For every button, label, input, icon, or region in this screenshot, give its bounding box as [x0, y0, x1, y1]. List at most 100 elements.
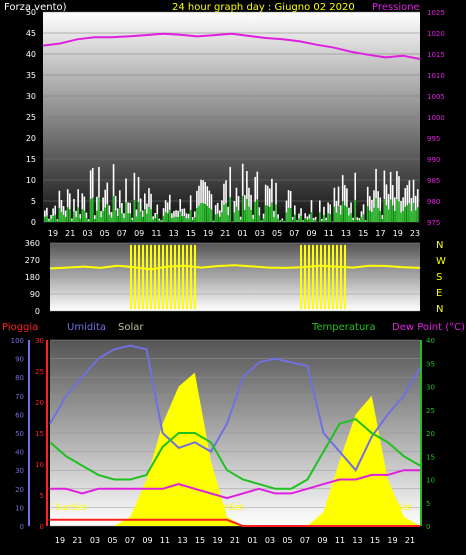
wind-avg-bar [94, 218, 96, 222]
direction-bar [344, 245, 346, 309]
humidity-tick: 70 [15, 393, 24, 401]
wind-avg-bar [383, 198, 386, 222]
wind-bar [294, 205, 296, 222]
pressure-tick: 985 [427, 177, 440, 185]
wind-bar [214, 205, 217, 222]
wind-avg-bar [371, 212, 373, 222]
humidity-tick: 40 [15, 449, 24, 457]
wind-bar [383, 170, 386, 222]
wind-bar [304, 213, 307, 222]
direction-bar [304, 245, 306, 309]
wind-bar [298, 213, 300, 222]
humidity-tick: 20 [15, 486, 24, 494]
temperature-tick: 35 [426, 360, 435, 368]
x-tick: 01 [238, 229, 248, 238]
x-tick: 07 [289, 229, 299, 238]
wind-bar [204, 182, 207, 222]
wind-bar [50, 214, 52, 222]
wind-bar [325, 217, 327, 222]
pressure-tick: 1020 [427, 30, 445, 38]
direction-tick: 360 [25, 239, 40, 248]
direction-tick: 180 [25, 273, 40, 282]
chart-date-title: 24 hour graph day : Giugno 02 2020 [172, 2, 355, 13]
rain-axis-bar [46, 340, 48, 526]
wind-bar [171, 213, 173, 222]
wind-bar [131, 217, 134, 222]
x-tick: 13 [169, 229, 179, 238]
direction-bar [186, 245, 188, 309]
x-tick: 05 [107, 536, 117, 545]
humidity-tick: 90 [15, 356, 24, 364]
wind-bar [206, 186, 209, 222]
wind-bar [175, 210, 177, 222]
wind-bar [256, 171, 259, 222]
wind-avg-bar [394, 210, 396, 222]
wind-avg-bar [296, 221, 298, 222]
wind-bar [225, 180, 227, 222]
wind-bar [44, 210, 46, 222]
wind-avg-bar [181, 216, 184, 222]
wind-avg-bar [196, 207, 198, 222]
wind-avg-bar [133, 199, 136, 222]
wind-bar [406, 185, 409, 222]
wind-bar [121, 203, 123, 222]
wind-avg-bar [256, 199, 259, 222]
wind-bar [369, 196, 371, 222]
wind-bar [198, 185, 200, 222]
wind-avg-bar [364, 221, 367, 222]
wind-avg-bar [248, 206, 250, 222]
pressure-tick: 995 [427, 135, 440, 143]
wind-bar [73, 198, 75, 222]
direction-bar [146, 245, 148, 309]
wind-avg-bar [54, 214, 57, 222]
wind-avg-bar [241, 195, 244, 222]
wind-avg-bar [377, 208, 379, 222]
wind-bar [341, 175, 344, 222]
wind-avg-bar [162, 215, 165, 222]
wind-bar [381, 215, 384, 222]
wind-avg-bar [81, 209, 84, 222]
wind-avg-bar [127, 213, 129, 222]
wind-tick: 40 [26, 50, 36, 59]
wind-avg-bar [110, 217, 113, 222]
wind-avg-bar [337, 206, 340, 222]
humidity-tick: 100 [11, 337, 24, 345]
wind-avg-bar [260, 221, 263, 222]
wind-tick: 30 [26, 92, 36, 101]
wind-bar [314, 216, 317, 222]
wind-avg-bar [148, 206, 150, 222]
wind-bar [119, 190, 121, 222]
humidity-tick: 0 [20, 523, 24, 531]
x-tick: 21 [230, 536, 240, 545]
wind-avg-bar [246, 199, 248, 222]
x-tick: 11 [324, 229, 334, 238]
x-tick: 03 [90, 536, 100, 545]
wind-bar [246, 170, 248, 222]
wind-avg-bar [83, 210, 86, 222]
wind-avg-bar [44, 216, 46, 222]
wind-bar [187, 213, 190, 222]
wind-avg-bar [85, 217, 88, 222]
wind-avg-bar [166, 213, 169, 222]
wind-bar [248, 187, 250, 222]
wind-bar [75, 210, 77, 222]
wind-bar [416, 189, 419, 222]
wind-avg-bar [400, 212, 402, 222]
direction-panel-grid [50, 242, 420, 312]
wind-avg-bar [183, 215, 186, 222]
wind-bar [360, 211, 363, 222]
direction-bar [194, 245, 196, 309]
wind-bar [296, 220, 298, 222]
direction-bars [130, 245, 346, 309]
wind-bar [375, 168, 377, 222]
wind-avg-bar [204, 204, 207, 222]
direction-bar [320, 245, 322, 309]
wind-bar [391, 185, 394, 222]
humidity-line [49, 344, 421, 473]
wind-avg-bar [312, 220, 315, 222]
wind-avg-bar [310, 212, 313, 222]
direction-bar [134, 245, 136, 309]
sunset-label-1: SunSet [55, 503, 87, 513]
wind-avg-bar [412, 202, 415, 222]
x-tick: 19 [48, 229, 58, 238]
